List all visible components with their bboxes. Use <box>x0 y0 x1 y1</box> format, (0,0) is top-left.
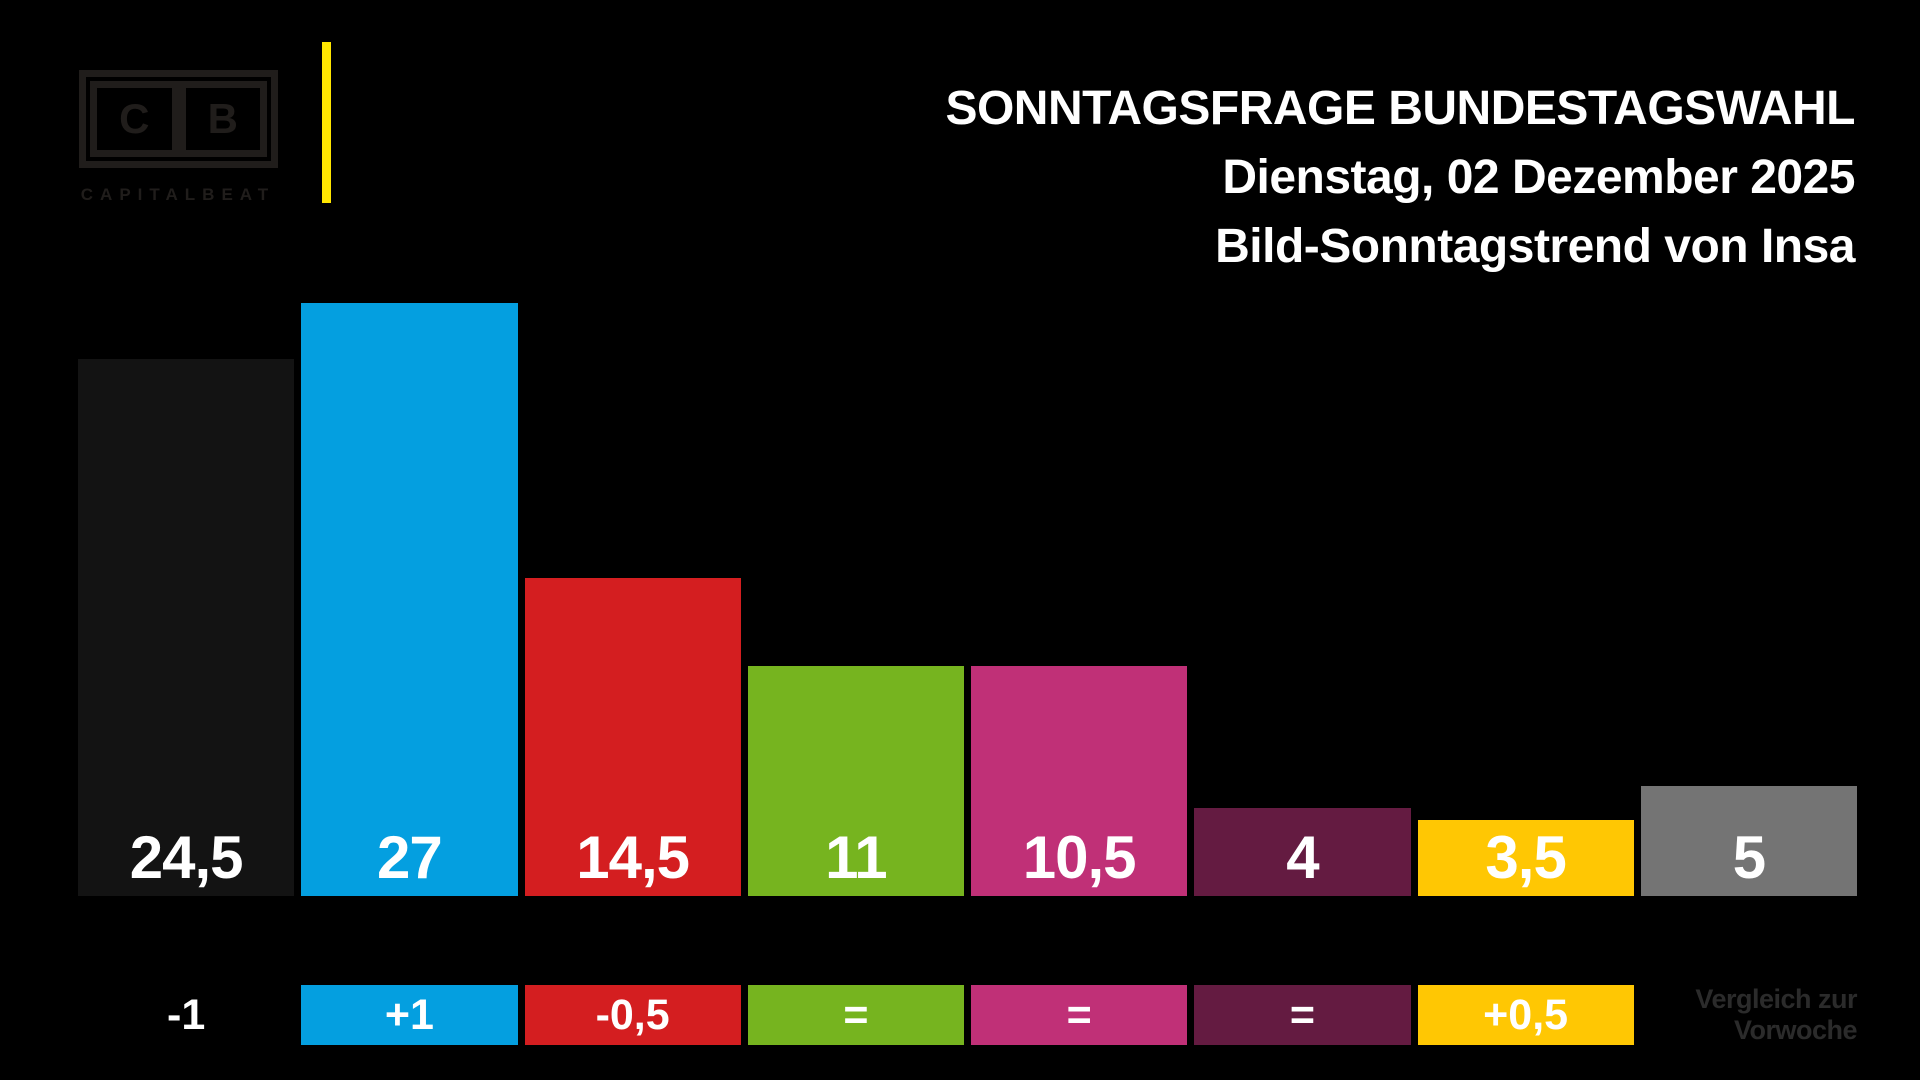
change-badge-black: -1 <box>167 990 206 1039</box>
change-row: -1 +1 -0,5 = = = +0,5 Vergleich zur Vorwoche <box>78 984 1858 1045</box>
bar-value-label: 24,5 <box>129 824 244 891</box>
logo-letter-b: B <box>178 81 267 157</box>
bar-dark-purple: 4 <box>1194 808 1411 896</box>
bar-value-label: 27 <box>377 824 443 891</box>
yellow-accent-bar <box>322 42 331 203</box>
bar-value-label: 4 <box>1286 824 1319 891</box>
note-line-2: Vorwoche <box>1733 1015 1858 1045</box>
bar-red: 14,5 <box>524 578 741 896</box>
bar-value-label: 3,5 <box>1485 824 1566 891</box>
bar-light-blue: 27 <box>301 303 518 896</box>
change-badge-red: -0,5 <box>524 985 741 1045</box>
change-badge-yellow: +0,5 <box>1417 985 1634 1045</box>
change-badge-dark-purple: = <box>1194 985 1411 1045</box>
change-badge-light-blue: +1 <box>301 985 518 1045</box>
bar-value-label: 5 <box>1732 824 1766 891</box>
bar-magenta: 10,5 <box>971 666 1188 896</box>
header: SONNTAGSFRAGE BUNDESTAGSWAHL Dienstag, 0… <box>945 74 1855 281</box>
bar-green: 11 <box>747 666 964 896</box>
change-badge-green: = <box>747 985 964 1045</box>
note-line-1: Vergleich zur <box>1695 984 1857 1014</box>
bar-yellow: 3,5 <box>1417 820 1634 896</box>
bar-value-label: 14,5 <box>576 824 690 891</box>
bar-gray: 5 <box>1640 786 1857 896</box>
capitalbeat-logo: C B <box>79 70 278 168</box>
page-title: SONNTAGSFRAGE BUNDESTAGSWAHL <box>945 82 1855 135</box>
bar-chart: 24,5 27 14,5 11 10,5 4 3,5 5 <box>78 303 1857 896</box>
date-line: Dienstag, 02 Dezember 2025 <box>1222 151 1855 204</box>
bar-value-label: 11 <box>825 824 887 891</box>
bar-black: 24,5 <box>78 359 295 896</box>
logo-wordmark: CAPITALBEAT <box>80 185 276 204</box>
logo-letter-c: C <box>90 81 179 157</box>
change-row-note: Vergleich zur Vorwoche <box>1641 984 1858 1045</box>
source-line: Bild-Sonntagstrend von Insa <box>1215 220 1855 273</box>
change-badge-magenta: = <box>971 985 1188 1045</box>
bar-value-label: 10,5 <box>1022 824 1137 891</box>
